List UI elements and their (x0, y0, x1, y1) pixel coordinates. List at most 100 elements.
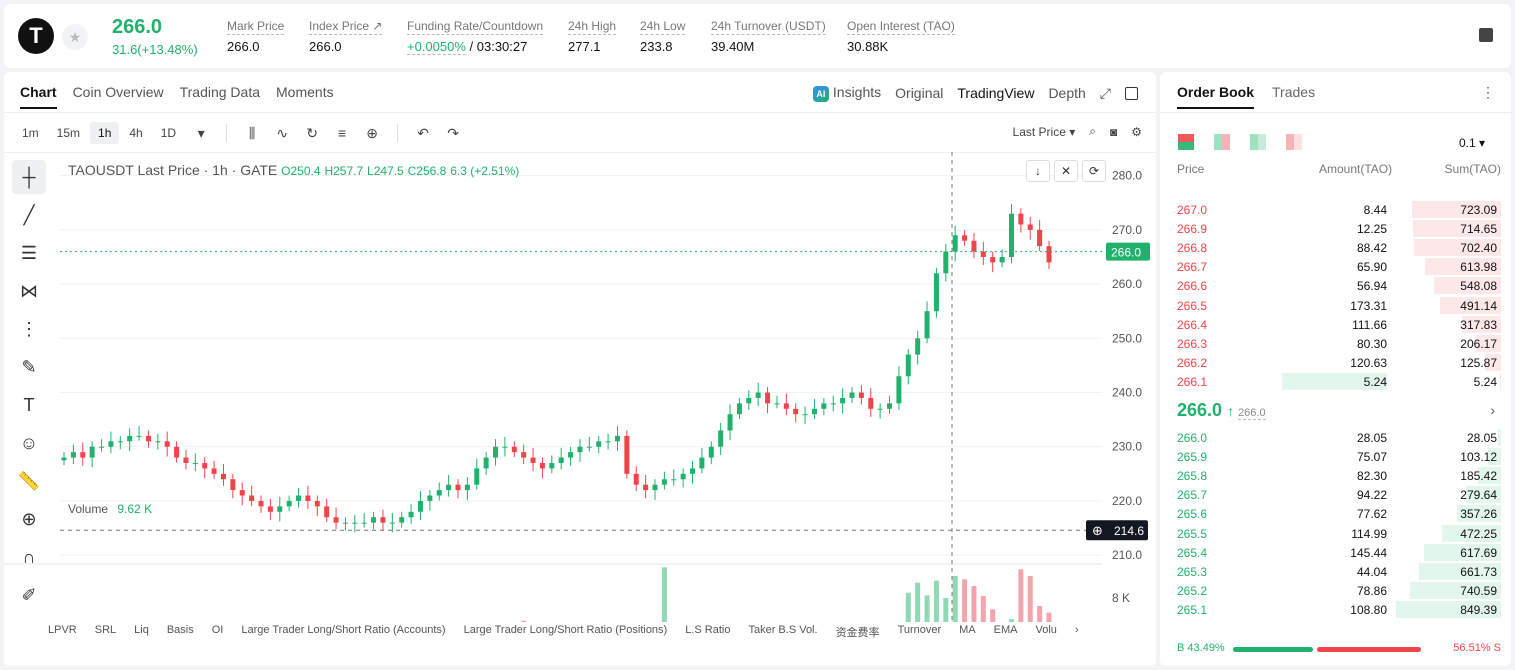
mode-split-icon[interactable] (1286, 134, 1302, 150)
redo-icon[interactable]: ↷ (447, 124, 459, 141)
indicator-item[interactable]: 资金费率 (835, 627, 880, 639)
refresh-icon[interactable]: ⟳ (1082, 160, 1106, 182)
indicator-item[interactable]: LPVR (48, 624, 77, 636)
precision-select[interactable]: 0.1 ▾ (1458, 136, 1485, 150)
bid-row[interactable]: 265.5 114.99 472.25 (1160, 524, 1511, 543)
favorite-star-icon[interactable]: ★ (62, 24, 88, 50)
crosshair-icon[interactable]: ┼ (12, 160, 46, 194)
maximize-icon[interactable] (1125, 86, 1138, 100)
layout-icon[interactable]: ≡ (337, 125, 347, 141)
stat-mark-price[interactable]: Mark Price 266.0 (227, 19, 285, 54)
tab-order-book[interactable]: Order Book (1177, 84, 1255, 109)
indicator-item[interactable]: OI (211, 624, 224, 636)
ask-row[interactable]: 266.3 80.30 206.17 (1160, 334, 1511, 353)
timeframe-1h[interactable]: 1h (90, 122, 120, 144)
candle (117, 441, 123, 443)
timeframe-4h[interactable]: 4h (129, 126, 143, 140)
pattern-icon[interactable]: ⋈ (20, 280, 38, 301)
timeframe-15m[interactable]: 15m (56, 126, 81, 140)
view-tradingview[interactable]: TradingView (957, 85, 1035, 101)
ask-row[interactable]: 266.1 5.24 5.24 (1160, 372, 1511, 391)
tab-chart[interactable]: Chart (20, 84, 57, 109)
text-icon[interactable]: T (23, 394, 35, 415)
view-original[interactable]: Original (895, 85, 944, 101)
price-type-select[interactable]: Last Price ▾ (1012, 124, 1076, 139)
indicator-item[interactable]: Volu (1035, 624, 1057, 636)
insights-button[interactable]: AI Insights (812, 84, 881, 102)
stat-index-price[interactable]: Index Price ↗ 266.0 (309, 19, 383, 54)
trendline-icon[interactable]: ╱ (23, 204, 35, 225)
indicator-item[interactable]: L.S Ratio (685, 624, 731, 636)
ask-row[interactable]: 267.0 8.44 723.09 (1160, 200, 1511, 219)
ask-row[interactable]: 266.9 12.25 714.65 (1160, 219, 1511, 238)
more-icon[interactable]: ⋮ (1481, 84, 1495, 100)
ask-row[interactable]: 266.2 120.63 125.87 (1160, 353, 1511, 372)
ask-row[interactable]: 266.5 173.31 491.14 (1160, 296, 1511, 315)
magnet-icon[interactable]: ∩ (22, 546, 36, 567)
tab-trading-data[interactable]: Trading Data (179, 84, 261, 100)
arrow-down-icon[interactable]: ↓ (1026, 160, 1050, 182)
bid-row[interactable]: 265.7 94.22 279.64 (1160, 485, 1511, 504)
chevron-right-icon[interactable]: › (1074, 624, 1079, 636)
indicator-item[interactable]: Turnover (897, 624, 942, 636)
bid-row[interactable]: 265.8 82.30 185.42 (1160, 466, 1511, 485)
pencil-icon[interactable]: ✐ (21, 584, 37, 605)
last-price: 266.0 (112, 16, 163, 38)
horizontal-lines-icon[interactable]: ☰ (20, 242, 38, 263)
search-icon[interactable]: ⌕ (1089, 124, 1096, 138)
undo-icon[interactable]: ↶ (417, 124, 429, 141)
drawing-toolbar: ┼ ╱ ☰ ⋈ ⋮ ✎ T ☺ 📏 ⊕ ∩ ✐ (12, 160, 48, 616)
bid-row[interactable]: 265.1 108.80 849.39 (1160, 600, 1511, 619)
ask-row[interactable]: 266.6 56.94 548.08 (1160, 276, 1511, 295)
bid-row[interactable]: 265.4 145.44 617.69 (1160, 543, 1511, 562)
amount-cell: 28.05 (1356, 431, 1387, 445)
indicator-item[interactable]: Liq (134, 624, 149, 636)
camera-icon[interactable]: ◙ (1109, 124, 1118, 139)
indicator-item[interactable]: Large Trader Long/Short Ratio (Positions… (463, 624, 668, 636)
gear-icon[interactable]: ⚙ (1131, 124, 1142, 139)
legend-close: C256.8 (407, 164, 447, 178)
amount-cell: 111.66 (1352, 317, 1387, 332)
chevron-right-icon[interactable]: › (1490, 402, 1495, 418)
indicator-item[interactable]: MA (959, 624, 976, 636)
expand-icon[interactable]: ⤢ (1099, 84, 1111, 101)
bid-row[interactable]: 266.0 28.05 28.05 (1160, 428, 1511, 447)
indicators-icon[interactable]: ∿ (276, 124, 288, 141)
mode-bids-icon[interactable] (1250, 134, 1266, 150)
add-alert-icon[interactable]: ⊕ (366, 124, 378, 141)
ask-row[interactable]: 266.8 88.42 702.40 (1160, 238, 1511, 257)
timeframe-1d[interactable]: 1D (160, 126, 177, 140)
tab-coin-overview[interactable]: Coin Overview (72, 84, 164, 100)
bid-row[interactable]: 265.3 44.04 661.73 (1160, 562, 1511, 581)
indicator-item[interactable]: EMA (993, 624, 1018, 636)
bid-row[interactable]: 265.2 78.86 740.59 (1160, 581, 1511, 600)
stat-funding-rate[interactable]: Funding Rate/Countdown +0.0050% / 03:30:… (407, 19, 544, 55)
chevron-down-icon[interactable]: ▾ (197, 124, 205, 141)
mode-both-icon[interactable] (1178, 134, 1194, 150)
fib-icon[interactable]: ⋮ (20, 318, 38, 339)
tab-moments[interactable]: Moments (276, 84, 334, 100)
brush-icon[interactable]: ✎ (21, 356, 37, 377)
replay-icon[interactable]: ↻ (306, 124, 318, 141)
view-depth[interactable]: Depth (1048, 85, 1086, 101)
collapse-icon[interactable]: ✕ (1054, 160, 1078, 182)
tab-trades[interactable]: Trades (1272, 84, 1316, 100)
timeframe-1m[interactable]: 1m (22, 126, 39, 140)
book-icon[interactable] (1479, 28, 1493, 42)
ask-row[interactable]: 266.7 65.90 613.98 (1160, 257, 1511, 276)
price-chart[interactable]: 280.0 270.0 260.0 250.0 240.0 230.0 220.0 210.0… (4, 152, 1156, 622)
zoom-in-icon[interactable]: ⊕ (21, 508, 37, 529)
bid-row[interactable]: 265.9 75.07 103.12 (1160, 447, 1511, 466)
ruler-icon[interactable]: 📏 (17, 470, 41, 491)
indicator-item[interactable]: Large Trader Long/Short Ratio (Accounts) (241, 624, 446, 636)
candles-icon[interactable]: ⫼ (248, 124, 256, 141)
indicator-item[interactable]: SRL (94, 624, 117, 636)
mode-asks-icon[interactable] (1214, 134, 1230, 150)
indicator-item[interactable]: Taker B.S Vol. (748, 624, 818, 636)
ask-row[interactable]: 266.4 111.66 317.83 (1160, 315, 1511, 334)
emoji-icon[interactable]: ☺ (19, 432, 39, 453)
indicator-item[interactable]: Basis (166, 624, 194, 636)
bid-row[interactable]: 265.6 77.62 357.26 (1160, 504, 1511, 523)
y-tick-label: 230.0 (1112, 440, 1142, 454)
amount-cell: 78.86 (1356, 583, 1387, 598)
